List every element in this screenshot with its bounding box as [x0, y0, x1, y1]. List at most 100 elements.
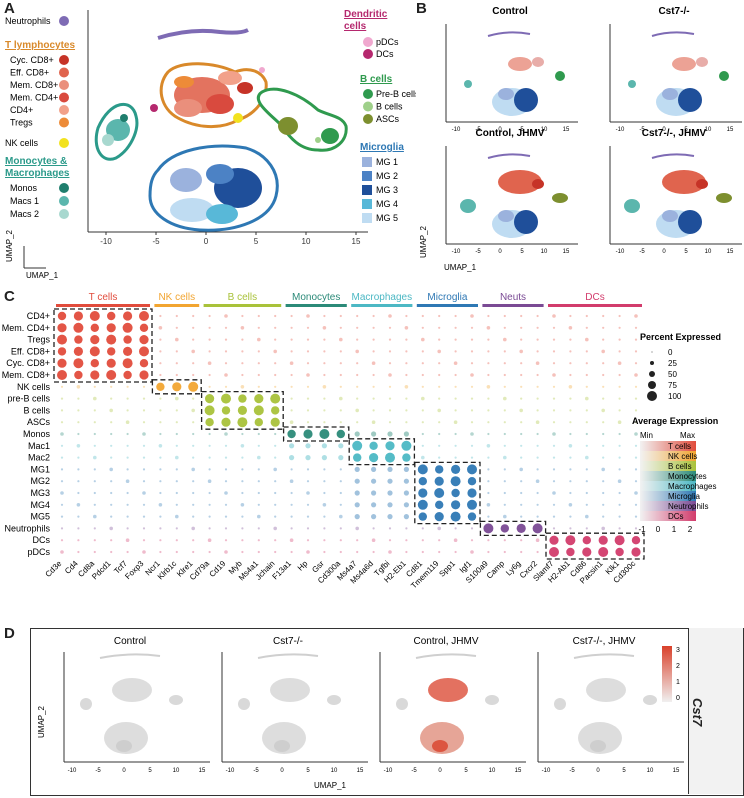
b-xtick: 10 — [705, 249, 712, 255]
dotplot-dot — [486, 444, 491, 448]
dotplot-dot — [57, 311, 67, 321]
dotplot-dot — [569, 421, 572, 424]
dotplot-dot — [453, 420, 458, 424]
dotplot-dot — [306, 338, 310, 341]
dotplot-dot — [565, 535, 576, 546]
dotplot-dot — [122, 322, 133, 333]
d-ylabel: UMAP_2 — [37, 705, 46, 738]
dotplot-dot — [585, 409, 588, 412]
dotplot-dot — [438, 338, 441, 341]
dotplot-dot — [470, 456, 474, 459]
dotplot-dot — [224, 527, 228, 530]
dotplot-dot — [438, 397, 441, 400]
dotplot-dot — [618, 491, 621, 495]
dotplot-group-bar — [351, 304, 413, 307]
legend-b-item: ASCs — [376, 114, 400, 124]
dotplot-dot — [503, 444, 506, 447]
dotplot-dot — [322, 326, 327, 330]
dotplot-dot — [73, 311, 83, 321]
dotplot-dot — [208, 527, 211, 530]
dotplot-dot — [585, 326, 588, 329]
color-scale-tick: 0 — [656, 525, 661, 534]
dotplot-dot — [618, 468, 621, 471]
dotplot-dot — [483, 523, 494, 534]
dotplot-dot — [208, 338, 211, 341]
d-xtick: -10 — [542, 768, 551, 774]
dotplot-dot — [60, 527, 64, 530]
dotplot-dot — [60, 432, 64, 436]
dotplot-dot — [421, 385, 424, 388]
legend-dot-t — [59, 80, 69, 90]
dotplot-dot — [552, 527, 556, 530]
color-legend-swatch — [640, 481, 696, 491]
dotplot-dot — [503, 550, 506, 554]
dotplot-cluster-label: Neutrophils — [4, 523, 50, 533]
dotplot-dot — [224, 539, 228, 542]
d-xtick: 5 — [306, 768, 310, 774]
legend-mono-item: Macs 1 — [10, 196, 39, 206]
dotplot-dot — [487, 338, 490, 341]
dotplot-dot — [372, 550, 375, 554]
dotplot-dot — [241, 550, 244, 554]
size-legend-label: 50 — [668, 370, 677, 379]
dotplot-highlight-box — [53, 308, 153, 383]
dotplot-dot — [77, 480, 80, 483]
dotplot-dot — [257, 350, 260, 353]
dotplot-dot — [519, 408, 523, 413]
dotplot-dot — [451, 488, 460, 498]
dotplot-dot — [142, 468, 146, 471]
dotplot-dot — [434, 476, 444, 486]
dotplot-dot — [77, 456, 80, 459]
dotplot-dot — [241, 362, 244, 365]
dotplot-dot — [224, 350, 228, 353]
dotplot-dot — [487, 480, 490, 483]
dotplot-dot — [602, 444, 605, 447]
dotplot-dot — [208, 385, 211, 388]
dotplot-dot — [536, 350, 539, 353]
dotplot-cluster-label: Mac1 — [28, 441, 50, 451]
dotplot-dot — [470, 444, 474, 447]
dotplot-dot — [421, 337, 425, 342]
dotplot-dot — [421, 373, 424, 377]
dotplot-dot — [257, 432, 260, 436]
legend-swatch-mg — [362, 171, 372, 181]
dotplot-dot — [57, 323, 67, 333]
dotplot-dot — [388, 527, 392, 530]
dotplot-dot — [175, 350, 178, 353]
dotplot-dot — [615, 547, 624, 557]
dotplot-dot — [224, 326, 228, 329]
dotplot-dot — [454, 409, 457, 412]
dotplot-dot — [369, 453, 379, 463]
dotplot-dot — [159, 527, 162, 530]
dotplot-dot — [159, 397, 162, 400]
panel-a-umap: Neutrophils T lymphocytes Cyc. CD8+ Eff. … — [5, 9, 416, 280]
dotplot-dot — [158, 444, 163, 448]
dotplot-dot — [221, 393, 231, 404]
dotplot-dot — [355, 349, 360, 354]
dotplot-dot — [585, 444, 588, 447]
dotplot-dot — [451, 464, 461, 474]
dotplot-dot — [77, 515, 80, 518]
dotplot-dot — [109, 408, 113, 413]
legend-dot-t — [59, 105, 69, 115]
dotplot-dot — [142, 385, 146, 388]
dotplot-dot — [634, 527, 638, 530]
legend-title-dc-1: Dendritic — [344, 9, 388, 20]
dotplot-dot — [503, 314, 506, 318]
dotplot-dot — [289, 443, 295, 449]
dotplot-dot — [237, 405, 247, 415]
dotplot-dot — [109, 467, 113, 472]
dotplot-dot — [339, 337, 343, 342]
dotplot-dot — [192, 338, 195, 341]
dotplot-cluster-label: Mem. CD8+ — [2, 370, 50, 380]
dotplot-dot — [110, 515, 113, 518]
dotplot-cluster-label: MG2 — [30, 476, 50, 486]
dotplot-dot — [569, 314, 572, 318]
dotplot-dot — [434, 512, 444, 522]
dotplot-dot — [175, 514, 179, 519]
d-xtick: 0 — [596, 768, 600, 774]
dotplot-dot — [470, 397, 474, 400]
dotplot-dot — [454, 373, 457, 377]
color-legend-swatch — [640, 451, 696, 461]
dotplot-dot — [207, 361, 212, 365]
